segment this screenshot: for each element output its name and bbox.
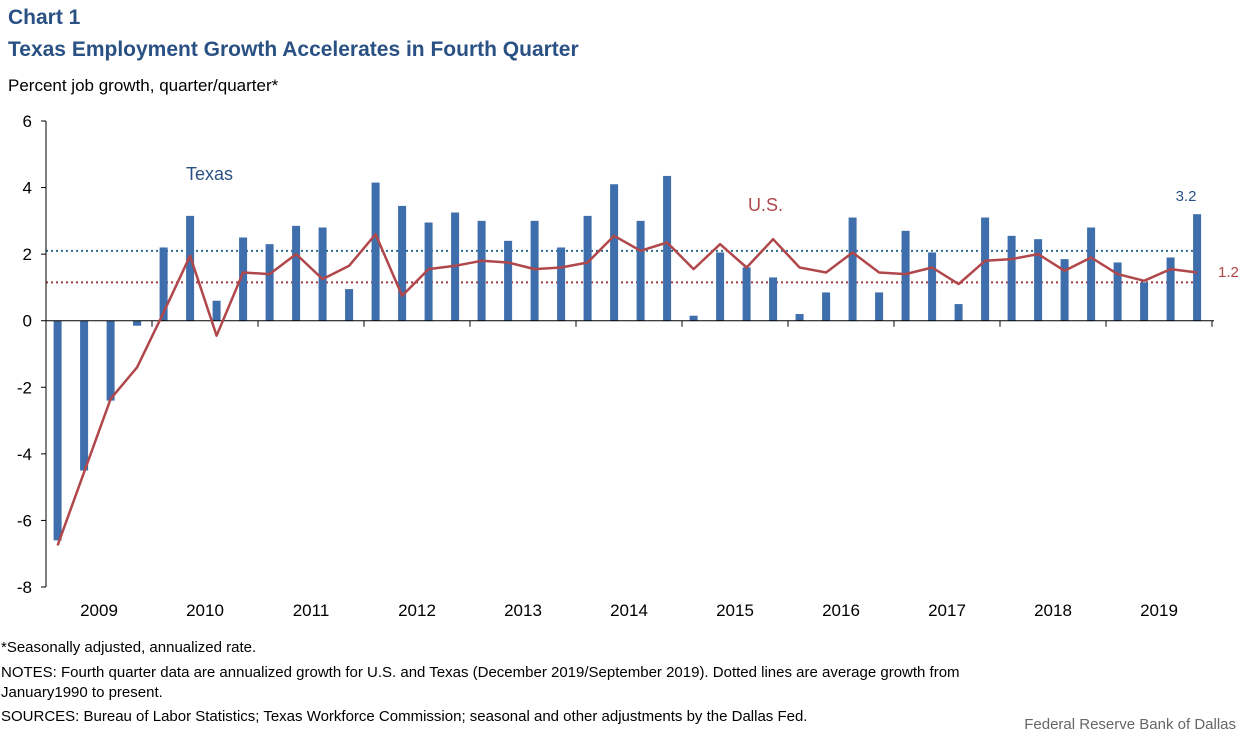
y-tick-label: -4	[17, 445, 32, 464]
texas-bar	[928, 252, 937, 321]
texas-bar	[504, 240, 513, 321]
us-series-label: U.S.	[748, 195, 783, 215]
texas-bar	[901, 230, 910, 321]
texas-bar	[212, 300, 221, 321]
x-tick-label: 2009	[80, 601, 118, 620]
texas-bar	[1034, 239, 1043, 321]
x-tick-label: 2016	[822, 601, 860, 620]
texas-bar	[530, 220, 539, 321]
texas-bar	[636, 220, 645, 321]
texas-bar	[318, 227, 327, 321]
texas-bar	[53, 320, 62, 541]
texas-bar	[716, 252, 725, 321]
y-tick-label: -6	[17, 511, 32, 530]
texas-bar	[981, 217, 990, 321]
texas-last-value-label: 3.2	[1176, 188, 1197, 205]
texas-bar	[689, 315, 698, 321]
texas-bar	[583, 215, 592, 321]
texas-bar	[557, 247, 566, 321]
chart-number: Chart 1	[8, 6, 81, 29]
texas-bar	[186, 215, 195, 321]
x-tick-label: 2010	[186, 601, 224, 620]
texas-bar	[1140, 282, 1149, 321]
texas-bars	[53, 175, 1202, 541]
us-line-group	[56, 232, 1198, 546]
texas-bar	[795, 314, 804, 321]
axes: -8 -6 -4 -2 0 2 4 6 2009 2010 2011 2012 2013 2014 2015…	[17, 112, 1214, 620]
x-tick-label: 2017	[928, 601, 966, 620]
footnote-sources: SOURCES: Bureau of Labor Statistics; Tex…	[1, 708, 808, 725]
x-tick-label: 2015	[716, 601, 754, 620]
y-axis-label: Percent job growth, quarter/quarter*	[8, 76, 279, 95]
y-tick-label: 2	[23, 245, 32, 264]
texas-bar	[1060, 259, 1069, 321]
texas-bar	[742, 267, 751, 321]
texas-bar	[1193, 214, 1202, 321]
texas-series-label: Texas	[186, 164, 233, 184]
x-tick-label: 2019	[1140, 601, 1178, 620]
texas-bar	[769, 277, 778, 321]
texas-bar	[1166, 257, 1175, 321]
texas-bar	[663, 175, 672, 321]
texas-bar	[424, 222, 433, 321]
texas-bar	[477, 220, 486, 321]
annotations: Texas U.S. 3.2 1.2	[186, 164, 1239, 281]
us-line	[56, 232, 1198, 546]
credit-text: Federal Reserve Bank of Dallas	[1024, 716, 1236, 733]
y-tick-label: -8	[17, 578, 32, 597]
us-last-value-label: 1.2	[1218, 264, 1239, 281]
y-tick-label: -2	[17, 378, 32, 397]
texas-bar	[875, 292, 884, 321]
texas-bar	[133, 320, 142, 326]
texas-bar	[265, 244, 274, 321]
texas-bar	[954, 304, 963, 321]
x-tick-label: 2012	[398, 601, 436, 620]
footnote-notes-line1: NOTES: Fourth quarter data are annualize…	[1, 664, 960, 681]
x-tick-label: 2014	[610, 601, 648, 620]
texas-bar	[106, 320, 115, 401]
texas-bar	[1087, 227, 1096, 321]
y-tick-label: 0	[23, 312, 32, 331]
texas-bar	[345, 289, 354, 321]
y-tick-label: 6	[23, 112, 32, 131]
chart-title: Texas Employment Growth Accelerates in F…	[8, 38, 579, 61]
x-tick-label: 2011	[293, 601, 330, 620]
footnote-notes-line2: January1990 to present.	[1, 684, 163, 701]
texas-bar	[822, 292, 831, 321]
x-tick-label: 2013	[504, 601, 542, 620]
texas-bar	[398, 205, 407, 321]
texas-bar	[848, 217, 857, 321]
texas-bar	[371, 182, 380, 321]
texas-bar	[610, 184, 619, 321]
texas-bar	[80, 320, 89, 471]
footnote-asterisk: *Seasonally adjusted, annualized rate.	[1, 639, 257, 656]
texas-bar	[292, 225, 301, 321]
x-tick-label: 2018	[1034, 601, 1072, 620]
texas-bar	[1113, 262, 1122, 321]
texas-bar	[1007, 235, 1016, 321]
texas-bar	[239, 237, 248, 321]
texas-bar	[159, 247, 168, 321]
y-tick-label: 4	[23, 179, 32, 198]
